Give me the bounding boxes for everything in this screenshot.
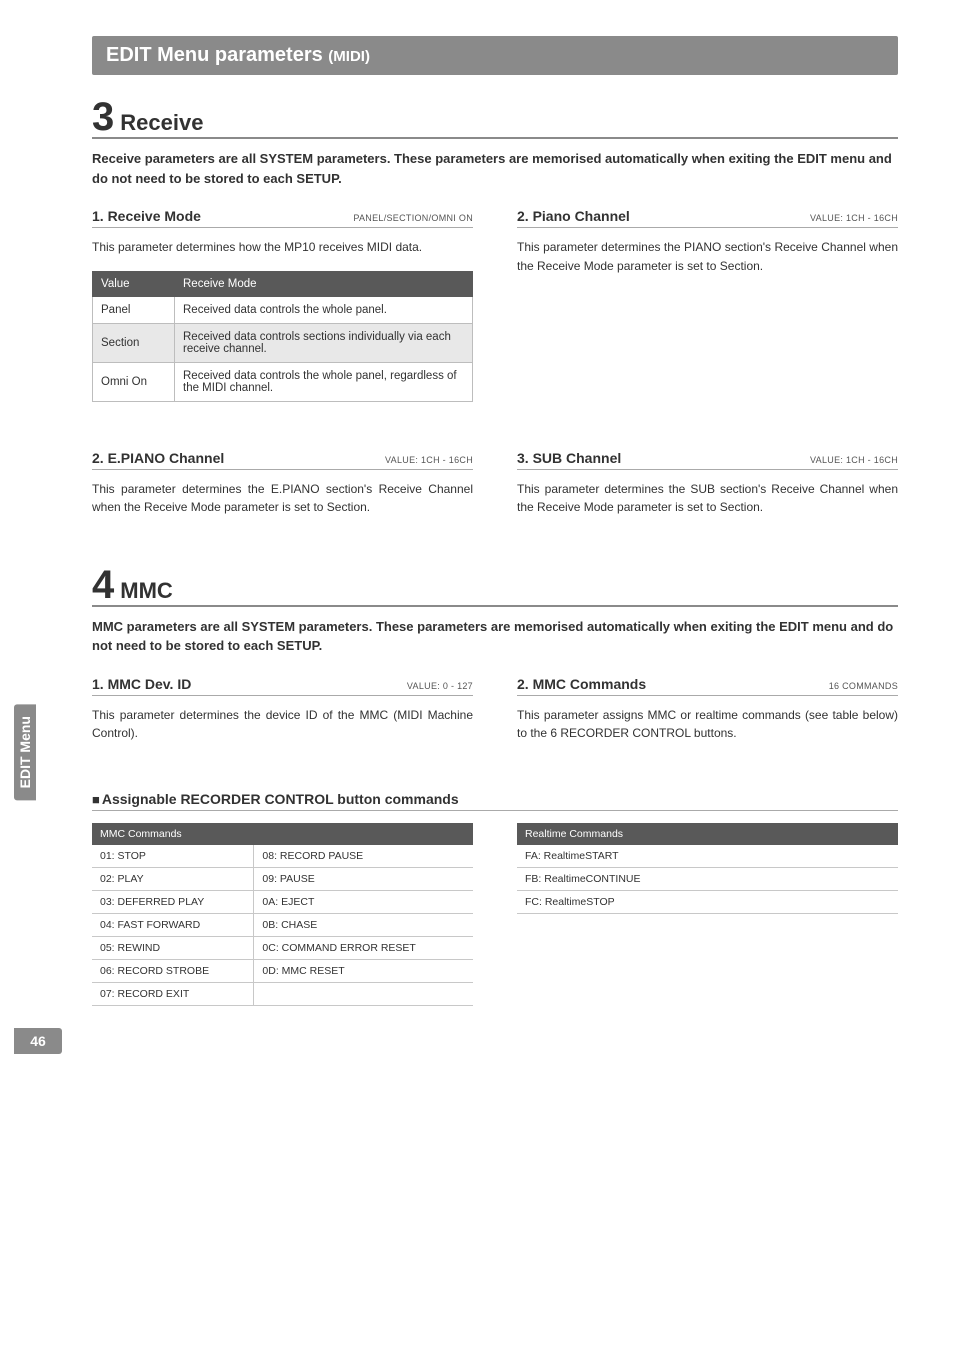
cell: Received data controls the whole panel.: [175, 296, 473, 323]
param-epiano-channel: 2. E.PIANO Channel VALUE: 1CH - 16CH Thi…: [92, 450, 473, 531]
table-row: FB: RealtimeCONTINUE: [517, 867, 898, 890]
param-body: This parameter determines the SUB sectio…: [517, 480, 898, 517]
table-row: FC: RealtimeSTOP: [517, 890, 898, 913]
table-row: 01: STOP08: RECORD PAUSE: [92, 845, 473, 868]
param-head: 2. Piano Channel VALUE: 1CH - 16CH: [517, 208, 898, 228]
section-4-num: 4: [92, 565, 114, 605]
assignable-subhead: ■Assignable RECORDER CONTROL button comm…: [92, 791, 898, 811]
cell: Received data controls sections individu…: [175, 323, 473, 362]
param-mmc-commands: 2. MMC Commands 16 COMMANDS This paramet…: [517, 676, 898, 757]
assignable-title: Assignable RECORDER CONTROL button comma…: [102, 791, 459, 807]
table-row: 05: REWIND0C: COMMAND ERROR RESET: [92, 936, 473, 959]
banner-main: EDIT Menu parameters: [106, 44, 323, 66]
param-head: 1. Receive Mode PANEL/SECTION/OMNI ON: [92, 208, 473, 228]
section-3-row1: 1. Receive Mode PANEL/SECTION/OMNI ON Th…: [92, 208, 898, 416]
command-tables-row: MMC Commands 01: STOP08: RECORD PAUSE 02…: [92, 823, 898, 1006]
cell: Received data controls the whole panel, …: [175, 362, 473, 401]
table-row: 04: FAST FORWARD0B: CHASE: [92, 913, 473, 936]
param-body: This parameter determines the PIANO sect…: [517, 238, 898, 275]
mmc-commands-col: MMC Commands 01: STOP08: RECORD PAUSE 02…: [92, 823, 473, 1006]
table-row: Section Received data controls sections …: [93, 323, 473, 362]
param-title: 1. Receive Mode: [92, 208, 201, 224]
cell: FC: RealtimeSTOP: [517, 890, 898, 913]
section-3-row2: 2. E.PIANO Channel VALUE: 1CH - 16CH Thi…: [92, 450, 898, 531]
param-receive-mode: 1. Receive Mode PANEL/SECTION/OMNI ON Th…: [92, 208, 473, 416]
param-mmc-dev-id: 1. MMC Dev. ID VALUE: 0 - 127 This param…: [92, 676, 473, 757]
page-banner: EDIT Menu parameters (MIDI): [92, 36, 898, 75]
param-range: VALUE: 1CH - 16CH: [810, 455, 898, 465]
table-row: 07: RECORD EXIT: [92, 982, 473, 1005]
cell: FA: RealtimeSTART: [517, 845, 898, 868]
receive-mode-table: Value Receive Mode Panel Received data c…: [92, 271, 473, 402]
banner-sub: (MIDI): [328, 48, 370, 65]
section-3-intro: Receive parameters are all SYSTEM parame…: [92, 149, 898, 188]
section-4-title: MMC: [120, 578, 173, 604]
param-piano-channel: 2. Piano Channel VALUE: 1CH - 16CH This …: [517, 208, 898, 416]
param-title: 1. MMC Dev. ID: [92, 676, 191, 692]
cell: 05: REWIND: [92, 936, 254, 959]
param-title: 3. SUB Channel: [517, 450, 621, 466]
section-3-title: Receive: [120, 110, 203, 136]
section-4-row1: 1. MMC Dev. ID VALUE: 0 - 127 This param…: [92, 676, 898, 757]
table-row: 03: DEFERRED PLAY0A: EJECT: [92, 890, 473, 913]
page-number: 46: [14, 1028, 62, 1054]
table-row: 06: RECORD STROBE0D: MMC RESET: [92, 959, 473, 982]
table-row: FA: RealtimeSTART: [517, 845, 898, 868]
th-value: Value: [93, 271, 175, 296]
param-title: 2. Piano Channel: [517, 208, 630, 224]
cell: 08: RECORD PAUSE: [254, 845, 473, 868]
param-body: This parameter determines how the MP10 r…: [92, 238, 473, 257]
param-body: This parameter determines the E.PIANO se…: [92, 480, 473, 517]
realtime-commands-col: Realtime Commands FA: RealtimeSTART FB: …: [517, 823, 898, 1006]
section-4-intro: MMC parameters are all SYSTEM parameters…: [92, 617, 898, 656]
cell: 02: PLAY: [92, 867, 254, 890]
mmc-commands-table: MMC Commands 01: STOP08: RECORD PAUSE 02…: [92, 823, 473, 1006]
section-3-header: 3 Receive: [92, 97, 898, 139]
param-range: 16 COMMANDS: [829, 681, 898, 691]
param-head: 2. MMC Commands 16 COMMANDS: [517, 676, 898, 696]
param-head: 3. SUB Channel VALUE: 1CH - 16CH: [517, 450, 898, 470]
param-body: This parameter determines the device ID …: [92, 706, 473, 743]
param-head: 1. MMC Dev. ID VALUE: 0 - 127: [92, 676, 473, 696]
cell: Omni On: [93, 362, 175, 401]
cell: FB: RealtimeCONTINUE: [517, 867, 898, 890]
param-range: PANEL/SECTION/OMNI ON: [353, 213, 473, 223]
section-3-num: 3: [92, 97, 114, 137]
realtime-commands-table: Realtime Commands FA: RealtimeSTART FB: …: [517, 823, 898, 914]
param-range: VALUE: 0 - 127: [407, 681, 473, 691]
table-row: 02: PLAY09: PAUSE: [92, 867, 473, 890]
cell: 06: RECORD STROBE: [92, 959, 254, 982]
cell: Section: [93, 323, 175, 362]
th-rt: Realtime Commands: [517, 823, 898, 845]
table-row: Omni On Received data controls the whole…: [93, 362, 473, 401]
param-title: 2. E.PIANO Channel: [92, 450, 224, 466]
th-mode: Receive Mode: [175, 271, 473, 296]
param-body: This parameter assigns MMC or realtime c…: [517, 706, 898, 743]
table-row: Panel Received data controls the whole p…: [93, 296, 473, 323]
param-head: 2. E.PIANO Channel VALUE: 1CH - 16CH: [92, 450, 473, 470]
cell: [254, 982, 473, 1005]
side-tab: EDIT Menu: [14, 704, 36, 800]
th-mmc: MMC Commands: [92, 823, 473, 845]
param-title: 2. MMC Commands: [517, 676, 646, 692]
param-range: VALUE: 1CH - 16CH: [385, 455, 473, 465]
cell: 0A: EJECT: [254, 890, 473, 913]
param-range: VALUE: 1CH - 16CH: [810, 213, 898, 223]
square-bullet-icon: ■: [92, 792, 100, 807]
cell: 09: PAUSE: [254, 867, 473, 890]
cell: 01: STOP: [92, 845, 254, 868]
cell: 04: FAST FORWARD: [92, 913, 254, 936]
cell: 0D: MMC RESET: [254, 959, 473, 982]
cell: 0B: CHASE: [254, 913, 473, 936]
section-4-header: 4 MMC: [92, 565, 898, 607]
cell: 0C: COMMAND ERROR RESET: [254, 936, 473, 959]
cell: Panel: [93, 296, 175, 323]
cell: 03: DEFERRED PLAY: [92, 890, 254, 913]
param-sub-channel: 3. SUB Channel VALUE: 1CH - 16CH This pa…: [517, 450, 898, 531]
cell: 07: RECORD EXIT: [92, 982, 254, 1005]
